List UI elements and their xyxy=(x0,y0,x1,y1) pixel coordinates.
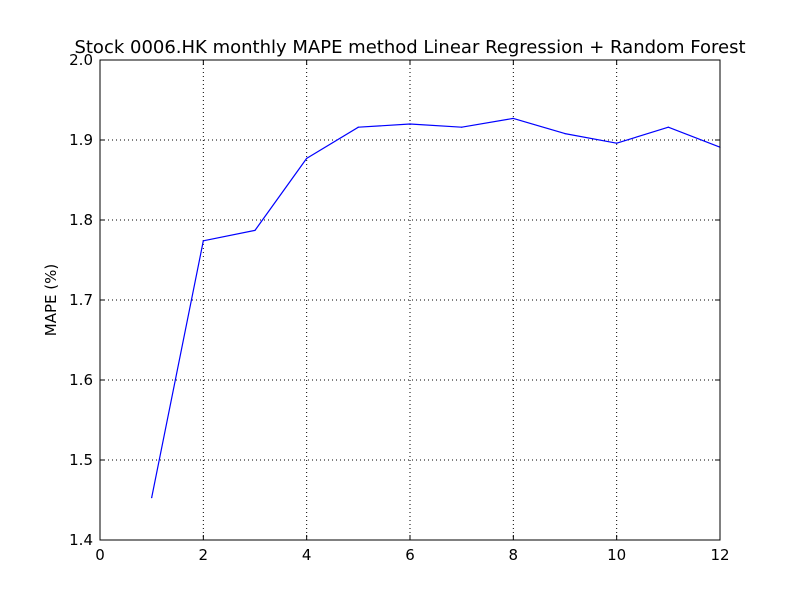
data-point xyxy=(254,229,256,231)
data-point xyxy=(461,126,463,128)
y-axis-label: MAPE (%) xyxy=(42,264,60,336)
y-tick-label: 1.6 xyxy=(69,371,93,389)
x-tick-label: 10 xyxy=(607,546,626,564)
series-line xyxy=(151,117,721,498)
data-point xyxy=(409,123,411,125)
x-tick-label: 0 xyxy=(95,546,105,564)
data-point xyxy=(306,157,308,159)
x-tick-label: 2 xyxy=(199,546,209,564)
y-axis: 1.4 1.5 1.6 1.7 1.8 1.9 2.0 xyxy=(69,51,720,549)
data-point xyxy=(357,126,359,128)
x-axis: 0 2 4 6 8 10 12 xyxy=(95,60,730,564)
y-tick-label: 1.5 xyxy=(69,451,93,469)
data-point xyxy=(616,142,618,144)
data-point xyxy=(151,497,153,499)
x-tick-label: 4 xyxy=(302,546,312,564)
y-tick-label: 1.4 xyxy=(69,531,93,549)
y-tick-label: 1.9 xyxy=(69,131,93,149)
series-layer xyxy=(151,117,721,499)
x-tick-label: 12 xyxy=(710,546,729,564)
chart-title: Stock 0006.HK monthly MAPE method Linear… xyxy=(74,37,745,58)
y-tick-label: 1.8 xyxy=(69,211,93,229)
grid-lines xyxy=(100,60,720,540)
data-point xyxy=(564,133,566,135)
y-tick-label: 2.0 xyxy=(69,51,93,69)
x-tick-label: 8 xyxy=(509,546,519,564)
y-tick-label: 1.7 xyxy=(69,291,93,309)
data-point xyxy=(202,240,204,242)
data-point xyxy=(667,126,669,128)
data-point xyxy=(512,117,514,119)
x-tick-label: 6 xyxy=(405,546,415,564)
